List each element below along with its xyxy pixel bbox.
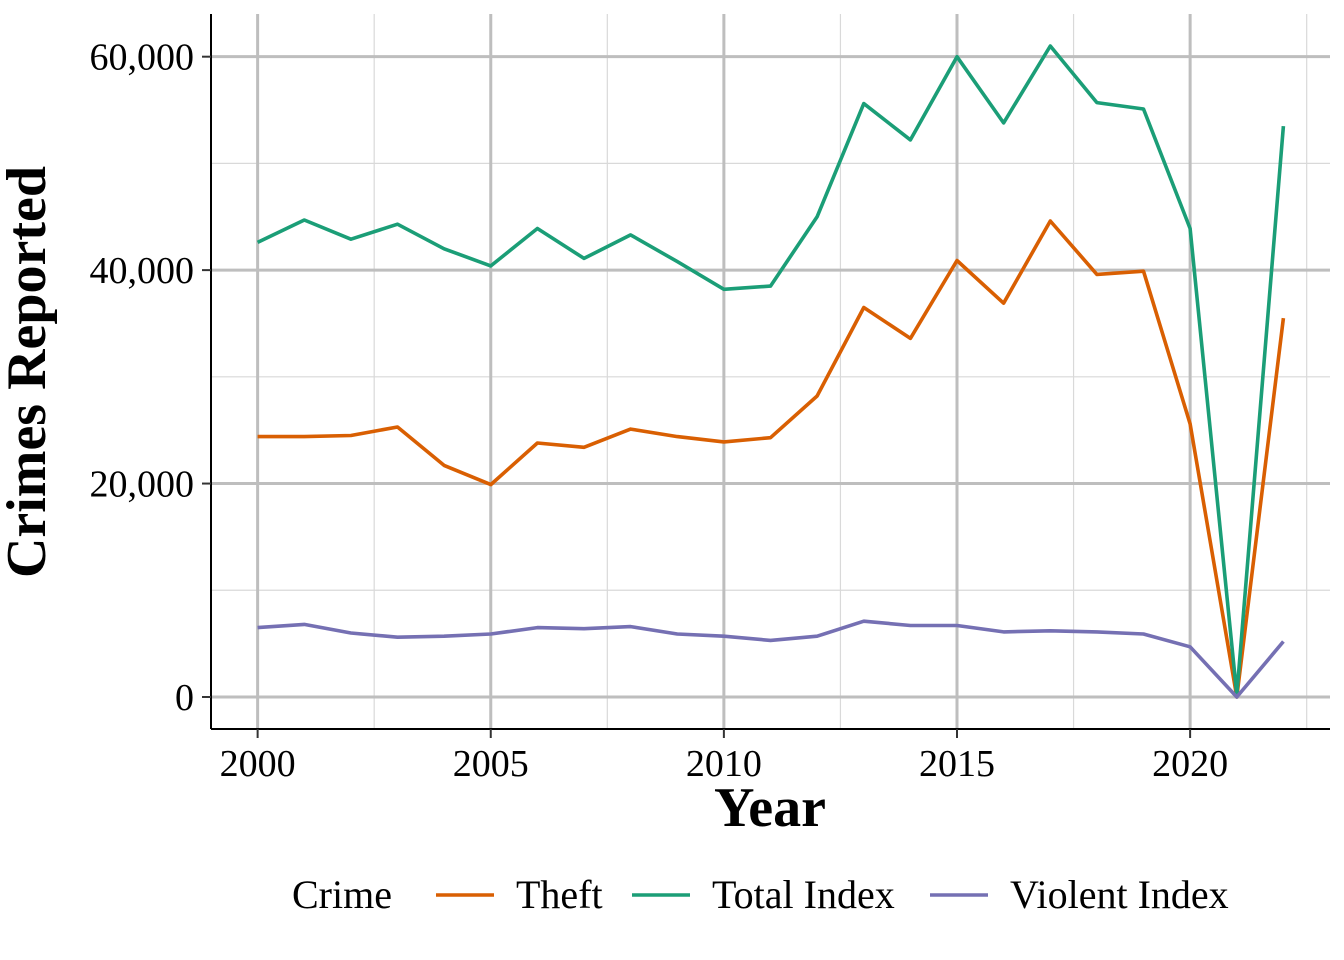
x-tick-label: 2015 bbox=[919, 743, 995, 785]
series-line-total-index bbox=[256, 44, 1286, 697]
legend-title: Crime bbox=[292, 872, 392, 917]
x-tick-label: 2000 bbox=[220, 743, 296, 785]
series-line-violent-index bbox=[257, 619, 1285, 699]
y-tick-label: 60,000 bbox=[90, 37, 195, 79]
x-tick-label: 2020 bbox=[1152, 743, 1228, 785]
legend-label-violent-index: Violent Index bbox=[1010, 872, 1229, 917]
major-gridlines bbox=[211, 14, 1330, 729]
series-lines bbox=[256, 44, 1286, 699]
minor-gridlines bbox=[211, 14, 1330, 729]
x-axis-title: Year bbox=[714, 777, 826, 839]
x-tick-label: 2010 bbox=[686, 743, 762, 785]
x-tick-label: 2005 bbox=[453, 743, 529, 785]
series-line-theft bbox=[257, 219, 1286, 699]
legend: Crime Theft Total Index Violent Index bbox=[292, 872, 1229, 917]
legend-label-theft: Theft bbox=[516, 872, 603, 917]
x-axis-ticks: 2000 2005 2010 2015 2020 bbox=[220, 729, 1228, 785]
y-tick-label: 20,000 bbox=[90, 464, 195, 506]
y-axis-title: Crimes Reported bbox=[0, 166, 58, 578]
y-tick-label: 40,000 bbox=[90, 250, 195, 292]
y-tick-label: 0 bbox=[175, 677, 194, 719]
y-axis-ticks: 0 20,000 40,000 60,000 bbox=[90, 37, 211, 719]
legend-label-total-index: Total Index bbox=[712, 872, 895, 917]
